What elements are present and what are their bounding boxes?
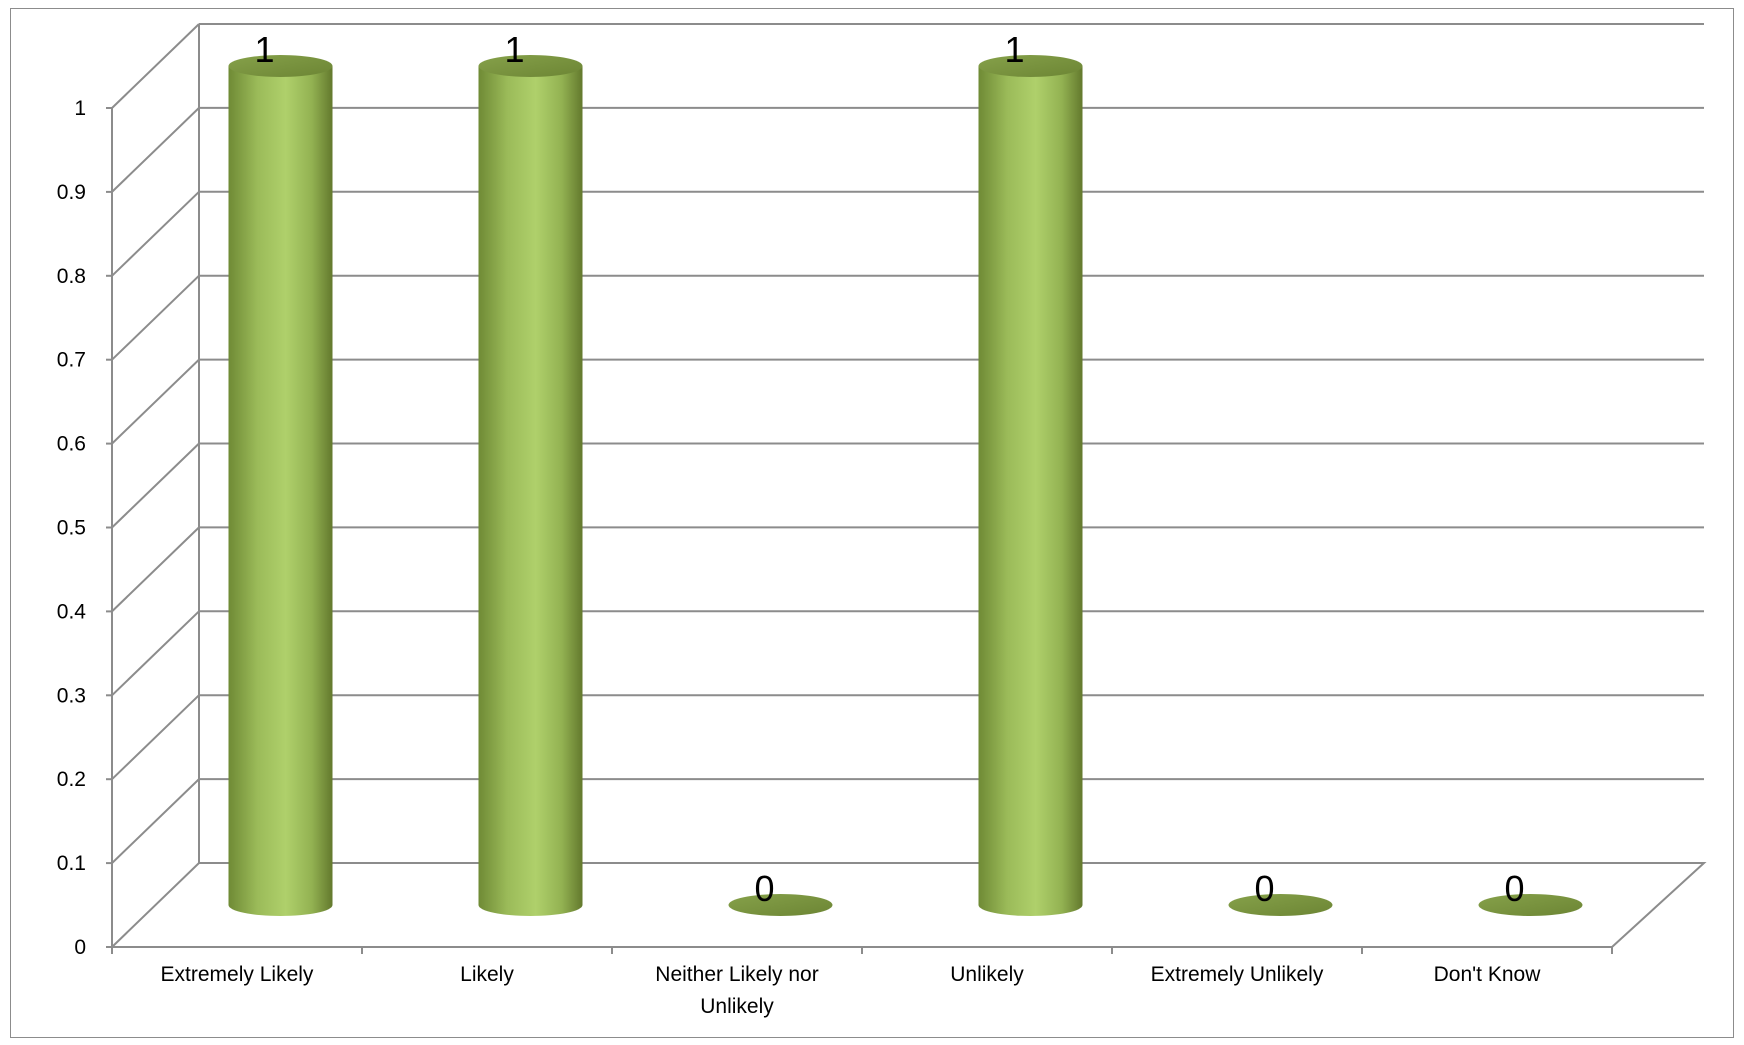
data-label: 0 (1504, 868, 1524, 909)
side-wall-gridline (111, 694, 200, 780)
data-label: 1 (254, 29, 274, 70)
y-tick-label: 1 (74, 97, 86, 120)
y-tick-label: 0.4 (57, 600, 87, 623)
bar-cylinder-body (228, 66, 333, 916)
data-label: 1 (504, 29, 524, 70)
bar (978, 55, 1083, 916)
x-category-label: Likely (460, 963, 514, 986)
side-wall-gridline (111, 358, 200, 445)
axes (106, 24, 1707, 954)
side-wall-gridline (111, 442, 200, 529)
bar-cylinder-top (728, 894, 833, 916)
bar-cylinder-top (478, 55, 583, 77)
x-axis-category-labels: Extremely Likely Likely Neither Likely nor… (161, 963, 1542, 1018)
bar (1478, 894, 1583, 916)
bar-cylinder-body (478, 66, 583, 916)
y-tick-label: 0.7 (57, 349, 86, 372)
y-tick-label: 0.3 (57, 684, 86, 707)
y-tick-label: 0.1 (57, 852, 86, 875)
x-category-label: Extremely Likely (161, 963, 314, 986)
bar (478, 55, 583, 916)
y-tick-label: 0.2 (57, 768, 86, 791)
x-category-label: Don't Know (1434, 963, 1542, 986)
y-tick-label: 0.8 (57, 265, 86, 288)
bar-cylinder-top (978, 55, 1083, 77)
x-category-label: Neither Likely nor (655, 963, 818, 986)
side-wall-gridline (111, 862, 200, 948)
bar-cylinder-top (1478, 894, 1583, 916)
side-wall-gridline (111, 610, 200, 697)
bar (728, 894, 833, 916)
bar (1228, 894, 1333, 916)
y-tick-label: 0.6 (57, 433, 86, 456)
side-wall-gridline (111, 191, 200, 277)
y-tick-label: 0 (74, 936, 86, 959)
data-label: 0 (1254, 868, 1274, 909)
bar (228, 55, 333, 916)
gridlines (111, 23, 1704, 948)
bars (228, 55, 1583, 916)
bar-cylinder-top (1228, 894, 1333, 916)
side-wall-gridline (111, 526, 200, 613)
x-category-label: Unlikely (950, 963, 1024, 986)
data-labels: 1 1 0 1 0 0 (254, 29, 1524, 909)
side-wall-gridline (111, 778, 200, 864)
y-axis-tick-labels: 0 0.1 0.2 0.3 0.4 0.5 0.6 0.7 0.8 0.9 1 (57, 97, 87, 959)
side-wall-gridline (111, 23, 200, 109)
y-tick-label: 0.5 (57, 517, 86, 540)
bar-cylinder-top (228, 55, 333, 77)
side-wall-gridline (111, 274, 200, 361)
bar-cylinder-body (978, 66, 1083, 916)
data-label: 1 (1004, 29, 1024, 70)
floor-back-edges (199, 862, 1707, 948)
y-tick-label: 0.9 (57, 181, 86, 204)
x-category-label: Unlikely (700, 995, 774, 1018)
data-label: 0 (754, 868, 774, 909)
side-wall-gridline (111, 107, 200, 193)
x-category-label: Extremely Unlikely (1151, 963, 1324, 986)
